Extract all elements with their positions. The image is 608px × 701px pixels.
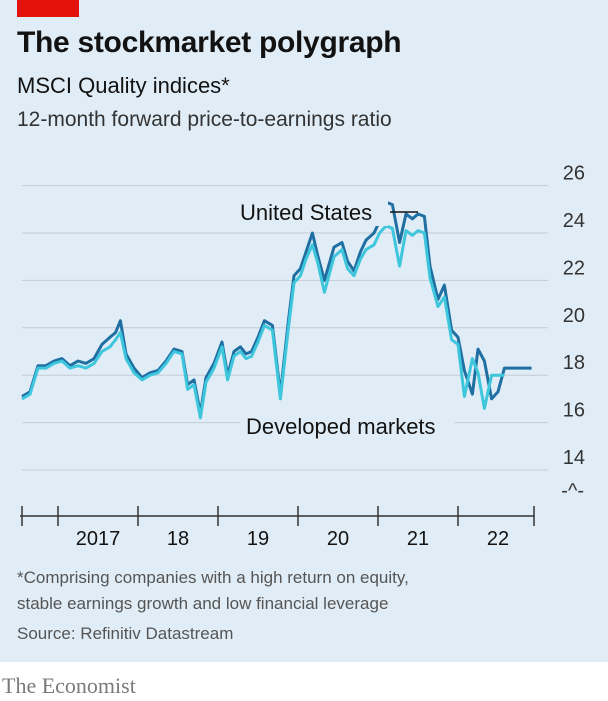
dm-series-label: Developed markets — [246, 414, 436, 439]
x-tick-label: 19 — [247, 528, 269, 550]
line-chart: 26 24 22 20 18 16 14 -^- 2017 18 19 20 21 22 United … — [20, 163, 585, 550]
y-tick-label: 20 — [563, 305, 585, 327]
y-tick-label: 14 — [563, 447, 585, 469]
developed-series-line — [21, 224, 505, 420]
economist-brand: The Economist — [2, 673, 136, 698]
x-axis: 2017 18 19 20 21 22 — [20, 506, 535, 550]
series-layer — [21, 200, 532, 420]
axis-break-symbol: -^- — [561, 480, 584, 502]
footnote-line-2: stable earnings growth and low financial… — [17, 594, 389, 613]
y-tick-label: 24 — [563, 210, 585, 232]
y-tick-label: 26 — [563, 163, 585, 185]
footnote-line-1: *Comprising companies with a high return… — [17, 568, 409, 587]
dm-label-bg — [240, 410, 454, 442]
chart-title: The stockmarket polygraph — [17, 26, 402, 59]
chart-panel — [0, 0, 608, 662]
chart-unit: 12-month forward price-to-earnings ratio — [17, 108, 392, 131]
chart-subtitle: MSCI Quality indices* — [17, 73, 230, 98]
annotations: United States Developed markets — [236, 198, 454, 442]
y-tick-label: 18 — [563, 352, 585, 374]
y-axis-ticks: 26 24 22 20 18 16 14 -^- — [561, 163, 585, 502]
us-series-line — [21, 200, 532, 415]
x-tick-label: 2017 — [76, 528, 121, 550]
us-series-label: United States — [240, 200, 372, 225]
y-tick-label: 16 — [563, 400, 585, 422]
x-tick-label: 21 — [407, 528, 429, 550]
x-tick-label: 22 — [487, 528, 509, 550]
x-tick-label: 20 — [327, 528, 349, 550]
x-tick-label: 18 — [167, 528, 189, 550]
brand-red-tag — [17, 0, 79, 17]
us-label-bg — [236, 198, 388, 226]
y-tick-label: 22 — [563, 257, 585, 279]
source-note: Source: Refinitiv Datastream — [17, 624, 234, 643]
